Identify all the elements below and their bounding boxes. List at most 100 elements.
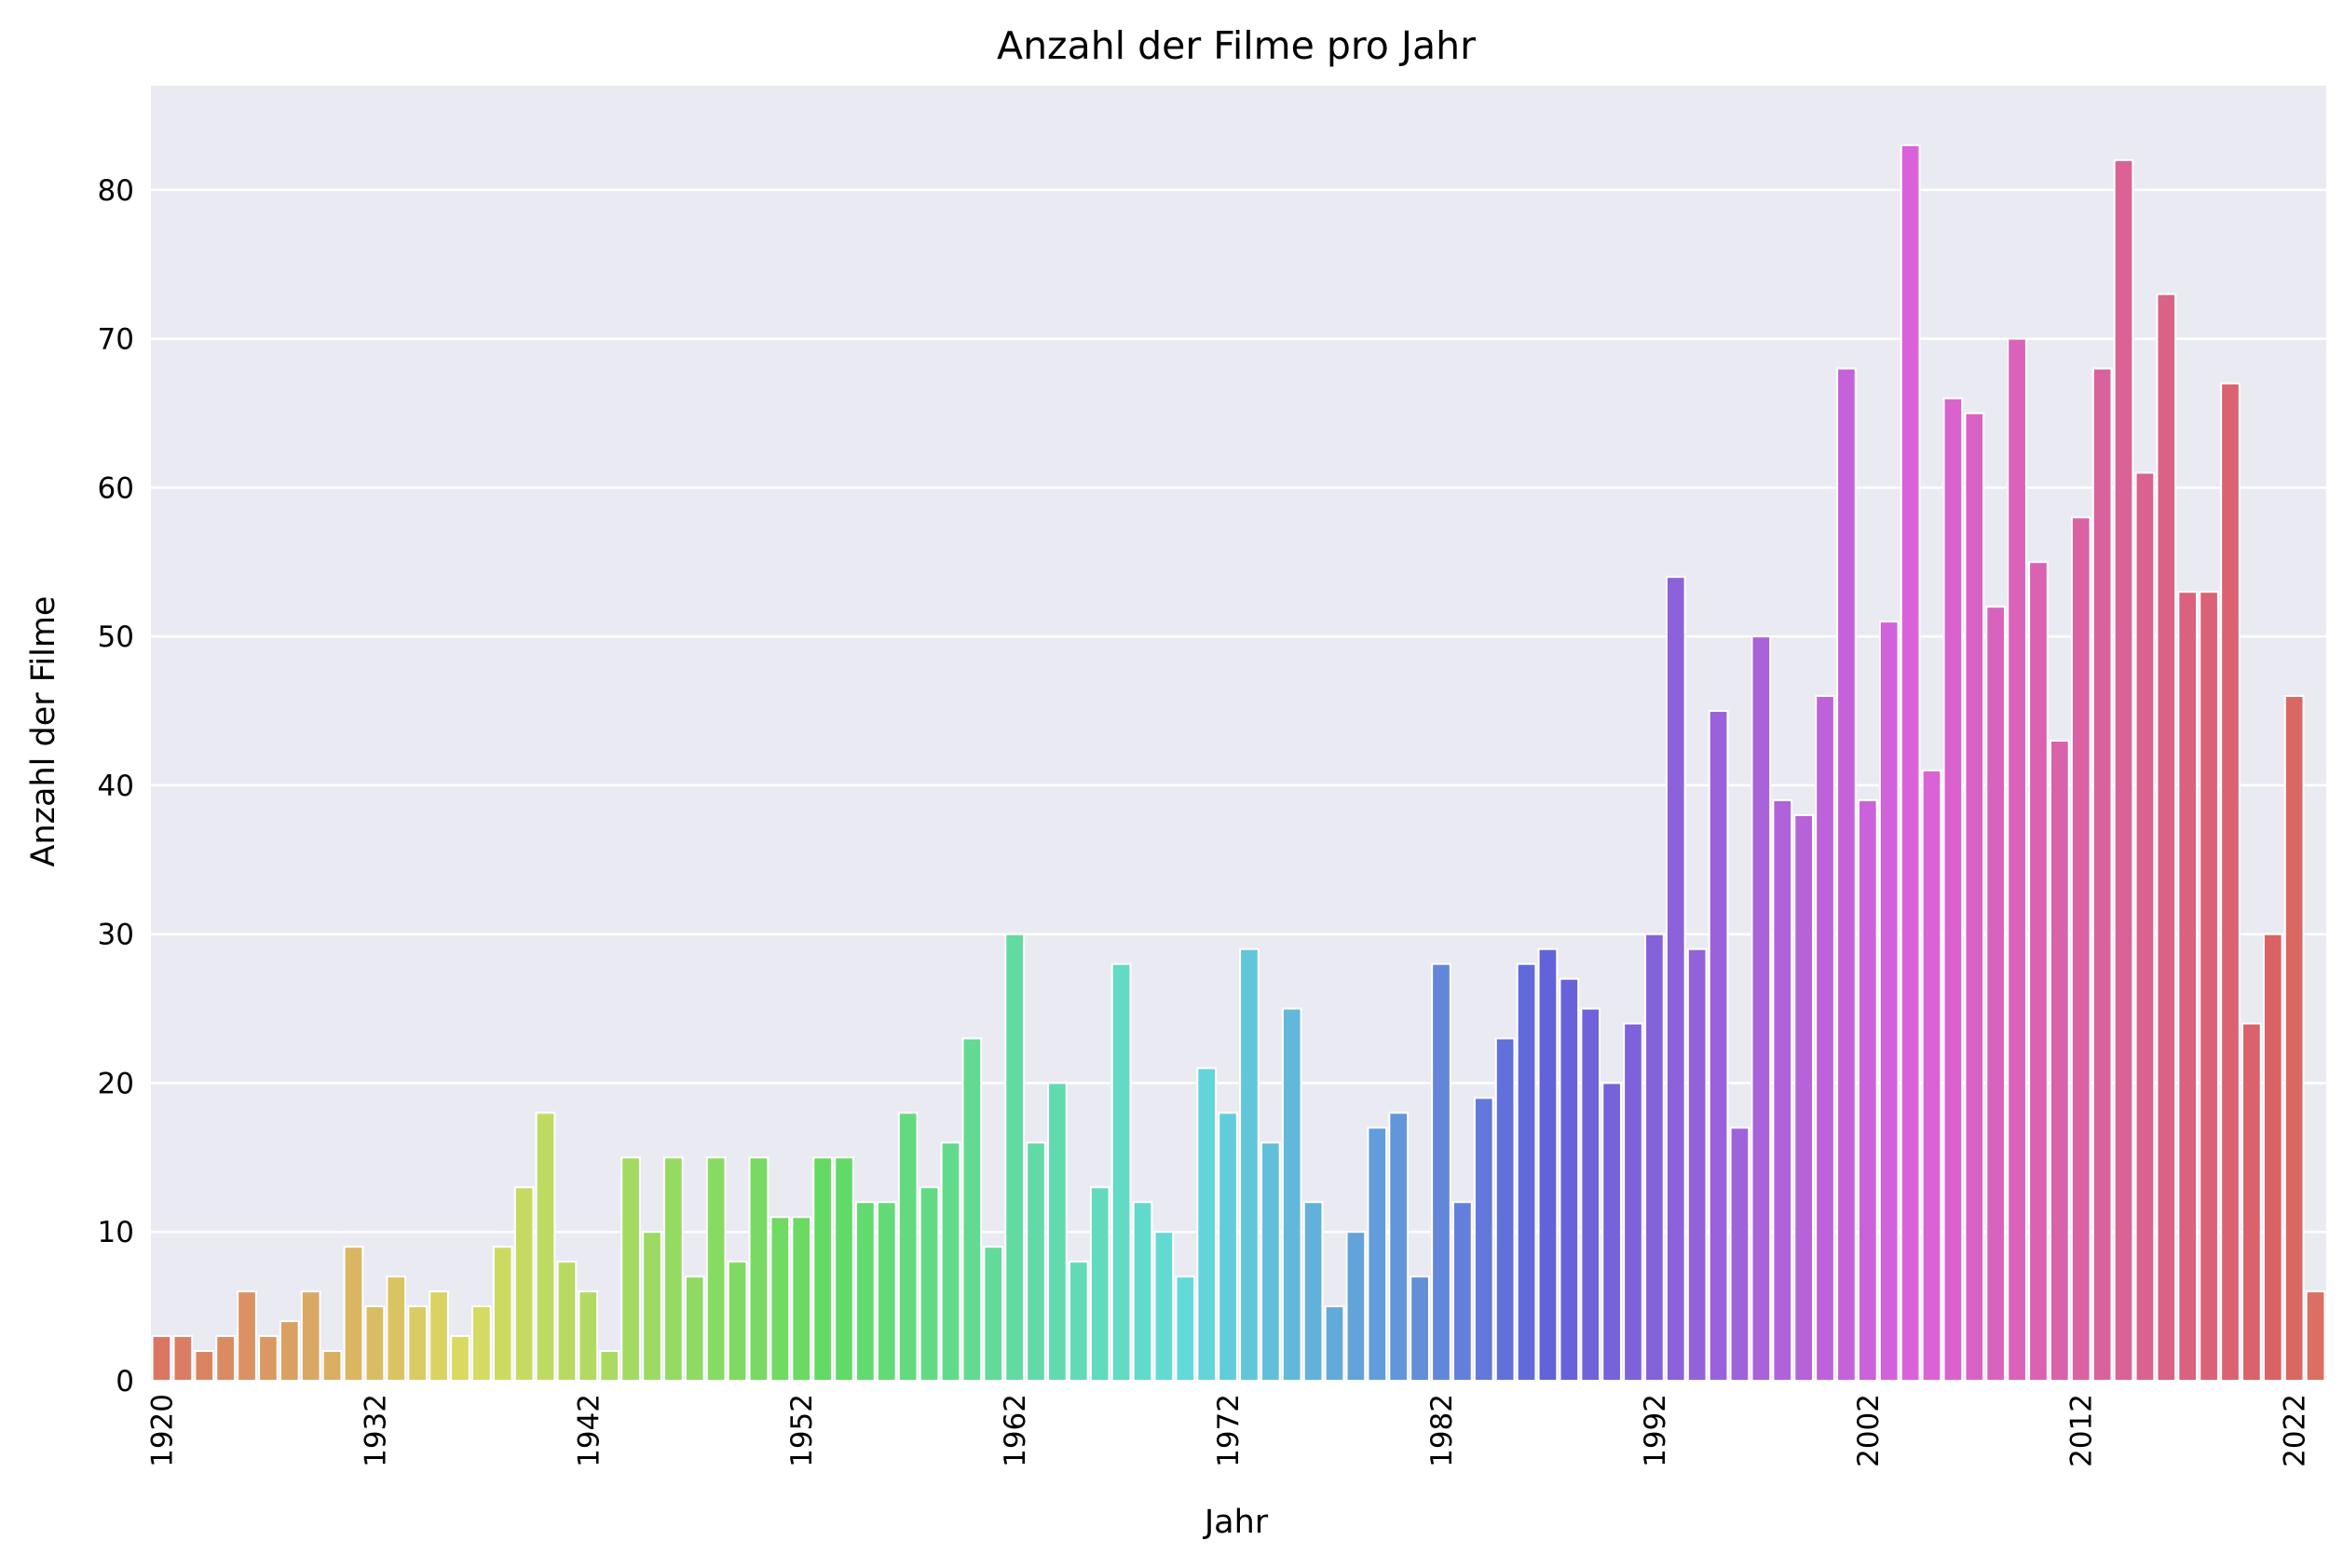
- x-tick-label: 1972: [1212, 1394, 1246, 1467]
- bar-1921: [172, 1335, 194, 1383]
- bar-1965: [1068, 1261, 1089, 1383]
- bar-1990: [1601, 1082, 1622, 1382]
- bar-1980: [1388, 1111, 1410, 1383]
- bar-1935: [429, 1290, 449, 1383]
- y-tick-label: 60: [98, 471, 134, 505]
- bar-1994: [1686, 948, 1708, 1383]
- bar-1995: [1708, 710, 1729, 1382]
- x-tick-label: 1982: [1425, 1394, 1459, 1467]
- bar-1938: [492, 1246, 513, 1383]
- bar-1997: [1750, 635, 1772, 1382]
- bar-1946: [663, 1156, 684, 1383]
- bar-1937: [470, 1305, 492, 1383]
- y-axis-label: Anzahl der Filme: [25, 596, 62, 867]
- x-tick-label: 2012: [2065, 1394, 2099, 1467]
- bar-1971: [1196, 1067, 1218, 1383]
- bar-1963: [1026, 1141, 1046, 1382]
- bar-1922: [194, 1350, 215, 1383]
- bar-1950: [748, 1156, 770, 1383]
- y-tick-label: 40: [98, 770, 134, 803]
- bar-1934: [407, 1305, 428, 1383]
- bar-2000: [1815, 695, 1835, 1382]
- bar-1987: [1537, 948, 1559, 1383]
- x-axis-label: Jahr: [1203, 1504, 1269, 1541]
- bar-1943: [599, 1350, 620, 1383]
- bar-1973: [1239, 948, 1260, 1383]
- x-tick-label: 2022: [2279, 1394, 2312, 1467]
- bar-1942: [578, 1290, 599, 1383]
- bar-2003: [1878, 620, 1900, 1382]
- bar-1958: [919, 1186, 940, 1382]
- grid-lines: [151, 188, 2326, 1383]
- x-tick-label: 1932: [359, 1394, 392, 1467]
- bar-1939: [513, 1186, 535, 1382]
- bar-1983: [1452, 1201, 1473, 1383]
- bar-1970: [1175, 1275, 1196, 1382]
- bar-1959: [940, 1141, 961, 1382]
- bar-1962: [1004, 933, 1025, 1382]
- bar-1932: [364, 1305, 386, 1383]
- bar-1972: [1218, 1111, 1238, 1383]
- bar-1952: [791, 1216, 812, 1383]
- bar-1926: [279, 1320, 300, 1382]
- bar-2022: [2283, 695, 2305, 1382]
- x-tick-label: 1952: [785, 1394, 819, 1467]
- bar-1993: [1665, 576, 1686, 1382]
- bar-2010: [2028, 561, 2049, 1382]
- bar-2021: [2262, 933, 2283, 1382]
- bar-1989: [1580, 1007, 1601, 1382]
- bar-1951: [770, 1216, 791, 1383]
- bar-2004: [1900, 143, 1921, 1382]
- bar-1988: [1559, 977, 1580, 1383]
- bar-1976: [1302, 1201, 1324, 1383]
- y-tick-label: 50: [98, 620, 134, 654]
- bar-2014: [2113, 158, 2134, 1383]
- bar-1984: [1473, 1097, 1494, 1382]
- bar-2019: [2220, 382, 2241, 1382]
- bar-1960: [961, 1037, 983, 1382]
- bar-1996: [1729, 1126, 1750, 1382]
- x-tick-labels: 1920 1932 1942 1952 1962 1972 1982 1992 2002 2012…: [145, 1394, 2311, 1467]
- bar-1955: [855, 1201, 876, 1383]
- bar-1949: [727, 1261, 748, 1383]
- bar-1954: [834, 1156, 854, 1383]
- bar-2020: [2241, 1022, 2262, 1383]
- bar-1956: [876, 1201, 897, 1383]
- bar-1924: [237, 1290, 257, 1383]
- bar-2016: [2156, 293, 2177, 1383]
- plot-background: [151, 86, 2326, 1381]
- bar-2012: [2070, 516, 2091, 1382]
- bar-1986: [1516, 962, 1537, 1382]
- bar-2005: [1921, 769, 1942, 1382]
- bar-1985: [1494, 1037, 1516, 1382]
- y-tick-label: 10: [98, 1216, 134, 1249]
- y-tick-label: 70: [98, 323, 134, 357]
- bar-2017: [2177, 591, 2199, 1382]
- bar-1933: [386, 1275, 407, 1382]
- bar-1944: [620, 1156, 641, 1383]
- bar-1928: [321, 1350, 343, 1383]
- bar-1953: [812, 1156, 833, 1383]
- bar-1969: [1153, 1231, 1175, 1382]
- bar-1979: [1367, 1126, 1388, 1382]
- bar-1957: [897, 1111, 919, 1383]
- bar-1999: [1793, 813, 1814, 1382]
- bar-1940: [535, 1111, 556, 1383]
- bar-2023: [2305, 1290, 2326, 1383]
- bar-1968: [1132, 1201, 1153, 1383]
- chart-title: Anzahl der Filme pro Jahr: [997, 23, 1476, 68]
- bar-2002: [1857, 798, 1878, 1382]
- x-tick-label: 1962: [999, 1394, 1032, 1467]
- y-tick-label: 0: [116, 1365, 134, 1398]
- bar-1923: [215, 1335, 236, 1383]
- bar-1947: [684, 1275, 705, 1382]
- bar-2018: [2199, 591, 2219, 1382]
- x-tick-label: 1920: [145, 1394, 179, 1467]
- bar-1931: [343, 1246, 364, 1383]
- bar-1961: [983, 1246, 1004, 1383]
- bars: [151, 143, 2326, 1383]
- bar-2008: [1985, 606, 2007, 1382]
- bar-1991: [1623, 1022, 1643, 1383]
- bar-2006: [1942, 397, 1964, 1383]
